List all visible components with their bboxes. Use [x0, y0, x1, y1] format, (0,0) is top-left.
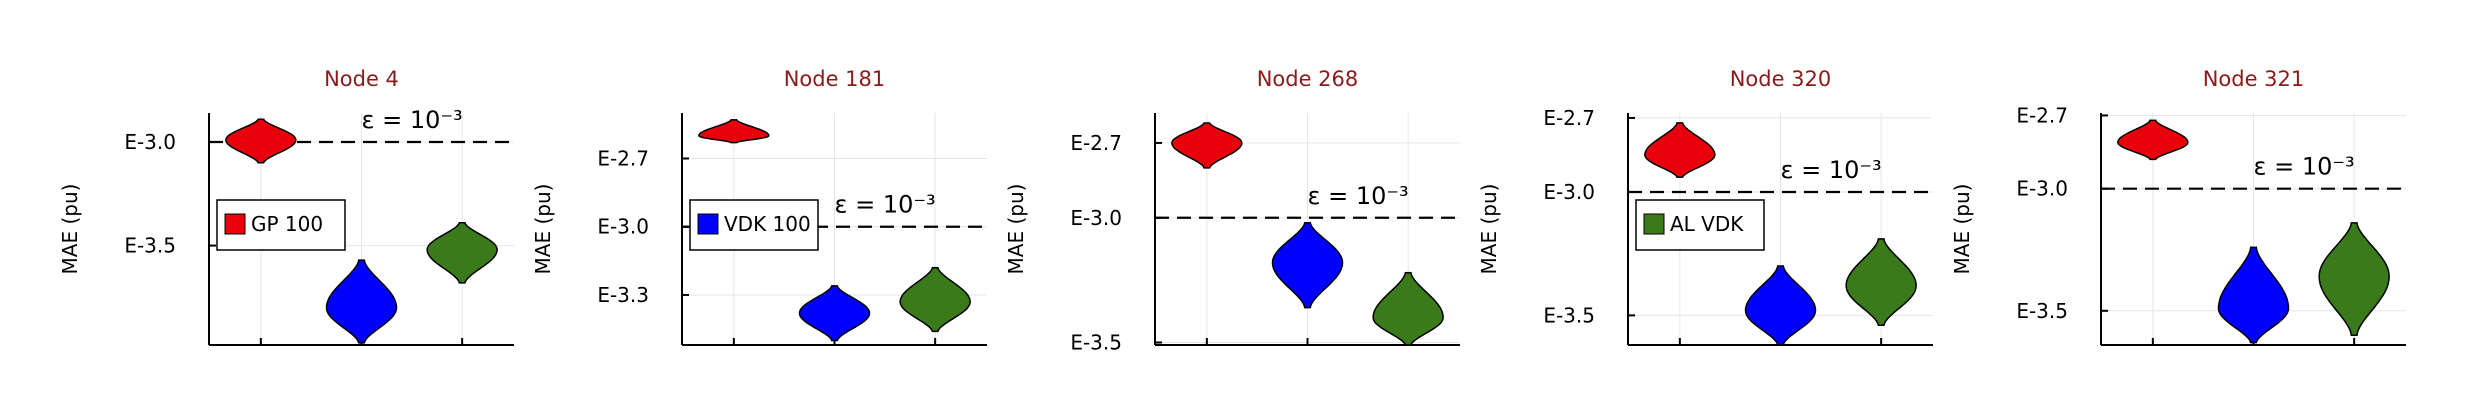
legend-label: AL VDK	[1670, 212, 1744, 236]
chart-title: Node 181	[784, 67, 886, 91]
chart-panel-5: Node 321 MAE (pu) E-2.7 E-3.0 E-3.5 ε = 10⁻³	[1950, 67, 2406, 346]
violin-2	[1744, 265, 1817, 346]
y-axis-label: MAE (pu)	[58, 184, 82, 275]
y-tick-label: E-2.7	[597, 146, 649, 170]
y-tick-label: E-3.5	[1070, 331, 1122, 355]
violin-1	[1644, 122, 1716, 178]
chart-title: Node 4	[324, 67, 399, 91]
violin-3	[1372, 271, 1444, 346]
y-tick-label: E-3.0	[1543, 180, 1595, 204]
y-tick-label: E-2.7	[2016, 103, 2068, 127]
violin-3	[899, 266, 971, 333]
legend-swatch	[697, 213, 719, 235]
legend: VDK 100	[689, 199, 819, 251]
threshold-label: ε = 10⁻³	[362, 106, 463, 134]
chart-panel-2: Node 181 MAE (pu) E-2.7 E-3.0 E-3.3 ε = 10⁻³ V…	[531, 67, 987, 346]
violin-2	[2217, 246, 2290, 344]
y-tick-label: E-3.5	[124, 234, 176, 258]
y-tick-label: E-3.5	[1543, 303, 1595, 327]
y-axis-label: MAE (pu)	[1950, 184, 1974, 275]
legend: AL VDK	[1635, 199, 1765, 251]
violin-1	[2117, 119, 2189, 161]
violin-3	[426, 222, 498, 284]
legend-label: VDK 100	[724, 212, 811, 236]
y-tick-label: E-3.0	[2016, 177, 2068, 201]
y-tick-label: E-3.0	[124, 130, 176, 154]
chart-title: Node 320	[1730, 67, 1832, 91]
legend-swatch	[224, 213, 246, 235]
violin-2	[798, 285, 871, 342]
y-axis-label: MAE (pu)	[1477, 184, 1501, 275]
y-tick-label: E-3.3	[597, 283, 649, 307]
y-tick-label: E-3.5	[2016, 299, 2068, 323]
y-axis-label: MAE (pu)	[531, 184, 555, 275]
legend-swatch	[1643, 213, 1665, 235]
y-tick-label: E-3.0	[597, 215, 649, 239]
y-tick-label: E-2.7	[1543, 106, 1595, 130]
y-tick-label: E-2.7	[1070, 131, 1122, 155]
violin-2	[325, 259, 398, 344]
threshold-label: ε = 10⁻³	[1308, 182, 1409, 210]
violin-1	[1171, 122, 1243, 169]
violin-3	[2318, 222, 2390, 336]
threshold-label: ε = 10⁻³	[1781, 156, 1882, 184]
chart-panel-3: Node 268 MAE (pu) E-2.7 E-3.0 E-3.5 ε = 10⁻³	[1004, 67, 1460, 355]
y-axis-label: MAE (pu)	[1004, 184, 1028, 275]
chart-panel-1: Node 4 MAE (pu) E-3.0 E-3.5 ε = 10⁻³ GP 100	[58, 67, 514, 346]
legend: GP 100	[216, 199, 346, 251]
violin-1	[698, 119, 770, 144]
chart-title: Node 321	[2203, 67, 2305, 91]
chart-title: Node 268	[1257, 67, 1359, 91]
legend-label: GP 100	[251, 212, 323, 236]
violin-3	[1845, 238, 1917, 327]
threshold-label: ε = 10⁻³	[835, 191, 936, 219]
violin-1	[225, 118, 297, 164]
y-tick-label: E-3.0	[1070, 206, 1122, 230]
threshold-label: ε = 10⁻³	[2254, 153, 2355, 181]
chart-panel-4: Node 320 MAE (pu) E-2.7 E-3.0 E-3.5 ε = 10⁻³ A…	[1477, 67, 1933, 346]
violin-2	[1271, 222, 1344, 309]
